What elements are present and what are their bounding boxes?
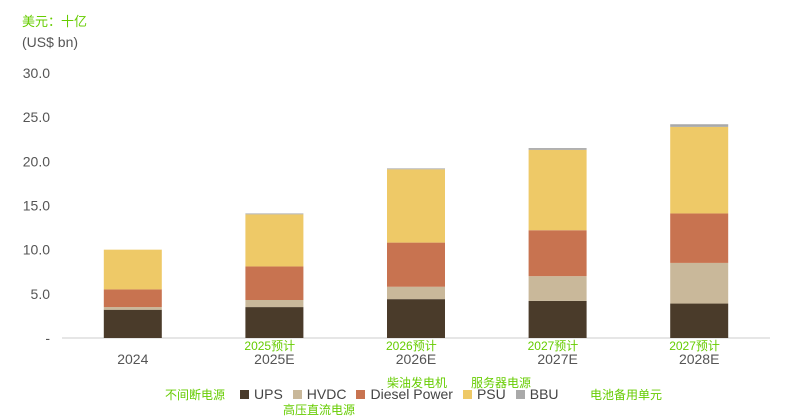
category-note: 2025预计 [244,339,296,353]
legend-swatch-bbu [515,389,525,399]
legend-swatch-psu [462,389,472,399]
y-tick-label: 15.0 [23,198,50,214]
bar-segment [245,214,304,267]
bar-segment [528,148,587,150]
y-tick-label: 10.0 [23,242,50,258]
bar-segment [528,276,587,301]
legend-item-hvdc: HVDC [292,386,347,402]
bar-segment [245,307,304,338]
bar-segment [245,300,304,308]
category-note: 2026预计 [386,339,437,353]
legend-item-bbu: BBU [515,386,559,402]
legend-label-ups: UPS [254,386,283,402]
y-tick-label: 30.0 [23,65,50,81]
legend-label-diesel: Diesel Power [370,386,453,402]
y-tick-label: 5.0 [31,286,51,302]
x-tick-label: 2028E [679,351,719,367]
bar-segment [387,299,445,338]
x-tick-label: 2024 [117,351,148,367]
legend-label-psu: PSU [476,386,506,402]
legend-note-ups: 不间断电源 [165,388,226,402]
legend-swatch-ups [240,389,249,399]
y-tick-label: 20.0 [23,153,50,169]
legend-note-bbu: 电池备用单元 [590,388,663,402]
bar-segment [245,213,304,215]
legend: UPS HVDC Diesel Power PSU BBU [240,386,559,402]
legend-item-psu: PSU [462,386,506,402]
bar-segment [387,168,445,170]
x-tick-label: 2026E [396,351,436,367]
bar-segment [245,266,304,301]
bar-segment [670,126,729,214]
legend-item-diesel: Diesel Power [356,386,453,402]
legend-note-psu: 服务器电源 [471,376,532,390]
bar-segment [103,309,162,338]
bar-segment [670,213,729,263]
bar-segment [670,124,729,127]
legend-item-ups: UPS [240,386,283,402]
bar-segment [387,242,445,287]
bar-segment [528,149,587,231]
unit-note-cn: 美元：十亿 [22,14,88,29]
x-tick-label: 2025E [254,351,294,367]
unit-label: (US$ bn) [22,34,79,50]
legend-label-hvdc: HVDC [306,386,347,402]
bar-segment [670,303,729,338]
legend-label-bbu: BBU [529,386,559,402]
legend-note-diesel: 柴油发电机 [387,376,448,390]
legend-swatch-diesel [356,389,366,399]
category-note: 2027预计 [527,339,579,353]
y-tick-label: - [45,330,50,346]
legend-note-hvdc: 高压直流电源 [283,403,356,417]
bar-segment [103,307,162,310]
bar-segment [103,249,162,290]
bar-segment [528,300,587,338]
legend-swatch-hvdc [292,389,302,399]
bar-segment [103,289,162,308]
bar-segment [387,286,445,300]
bar-segment [528,230,587,277]
bar-segment [670,262,729,304]
y-tick-label: 25.0 [23,109,50,125]
category-note: 2027预计 [669,339,720,353]
x-tick-label: 2027E [537,351,577,367]
bar-segment [387,169,445,243]
